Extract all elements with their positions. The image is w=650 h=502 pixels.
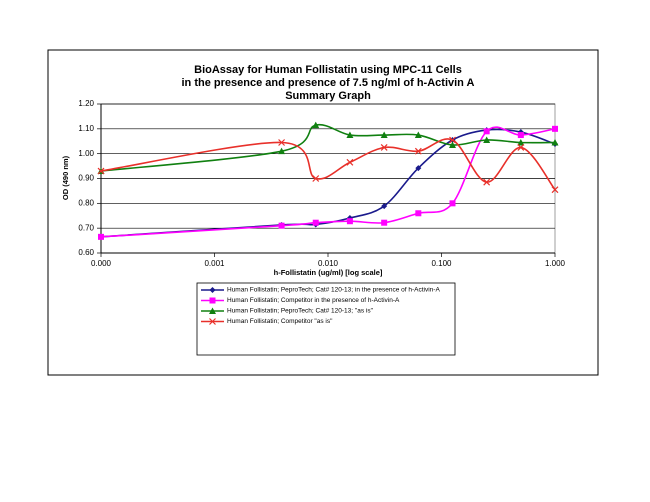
y-tick-label: 0.90 [78,174,94,183]
data-point [551,138,559,146]
data-point [517,132,524,139]
data-point [278,222,285,229]
x-tick-label: 1.000 [545,259,566,268]
y-axis-label: OD (490 nm) [61,155,70,200]
y-tick-label: 1.20 [78,99,94,108]
y-tick-label: 1.00 [78,149,94,158]
data-point [278,139,286,146]
chart-title: in the presence and presence of 7.5 ng/m… [182,77,475,89]
x-tick-label: 0.010 [318,259,339,268]
data-point [449,136,456,144]
data-point [414,131,422,139]
data-point [346,131,354,139]
y-tick-label: 0.70 [78,223,94,232]
data-point [551,186,559,194]
data-point [448,141,456,148]
data-point [552,125,558,132]
legend-marker [209,297,216,304]
legend-marker [209,287,216,293]
legend-marker [209,307,216,314]
data-point [312,219,319,226]
data-point [414,147,422,155]
data-point [278,147,286,155]
data-point [483,136,491,144]
data-point [346,218,353,225]
x-axis-label: h-Follistatin (ug/ml) [log scale] [274,268,383,277]
legend-text: Human Follistatin; Competitor in the pre… [227,297,400,304]
data-point [97,167,105,175]
data-point [415,165,422,172]
x-tick-label: 0.100 [431,259,452,268]
data-point [98,233,104,240]
data-point [312,175,320,182]
legend-marker [209,318,216,325]
data-point [380,144,388,151]
legend-text: Human Follistatin; PeproTech; Cat# 120-1… [227,287,440,294]
data-point [380,131,388,139]
data-point [517,144,525,151]
chart-title: BioAssay for Human Follistatin using MPC… [194,64,462,76]
chart-title: Summary Graph [285,90,371,102]
legend-text: Human Follistatin; PeproTech; Cat# 120-1… [227,308,374,315]
x-tick-label: 0.001 [204,259,225,268]
y-tick-label: 1.10 [78,124,94,133]
data-point [483,178,491,186]
data-point [415,210,422,217]
data-point [312,121,320,129]
data-point [381,219,388,226]
data-point [381,203,388,210]
legend-text: Human Follistatin; Competitor "as is" [227,318,333,325]
legend-box [196,282,456,356]
data-point [449,200,456,207]
data-point [483,128,490,135]
y-tick-label: 0.60 [78,248,94,257]
x-tick-label: 0.000 [91,259,112,268]
data-point [517,138,525,146]
data-point [346,158,354,166]
y-tick-label: 0.80 [78,198,94,207]
